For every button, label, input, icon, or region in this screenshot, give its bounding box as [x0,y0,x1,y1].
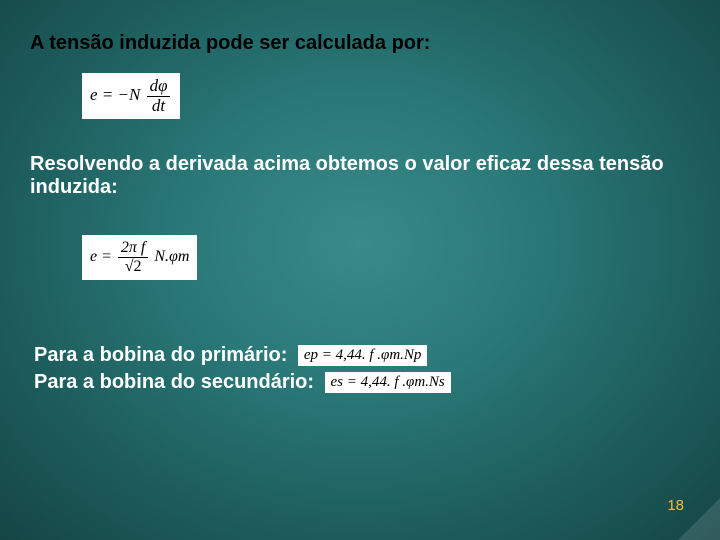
formula-1: e = −N dφ dt [82,73,180,119]
heading-2: Resolvendo a derivada acima obtemos o va… [30,153,690,199]
secondary-row: Para a bobina do secundário: es = 4,44. … [34,371,690,394]
formula-1-den: dt [147,97,171,116]
formula-1-fraction: dφ dt [147,77,171,115]
primary-row: Para a bobina do primário: ep = 4,44. f … [34,344,690,367]
formula-2: e = 2π f √2 N.φm [82,235,197,279]
formula-2-num: 2π f [118,239,148,258]
primary-formula: ep = 4,44. f .φm.Np [298,345,428,366]
section-3: Para a bobina do primário: ep = 4,44. f … [30,344,690,394]
formula-2-suffix: N.φm [154,248,189,265]
formula-1-num: dφ [147,77,171,97]
secondary-formula: es = 4,44. f .φm.Ns [325,372,451,393]
heading-1: A tensão induzida pode ser calculada por… [30,32,690,55]
formula-1-prefix: e = −N [90,85,140,104]
section-2: Resolvendo a derivada acima obtemos o va… [30,153,690,279]
section-1: A tensão induzida pode ser calculada por… [30,32,690,119]
slide-content: A tensão induzida pode ser calculada por… [0,0,720,394]
formula-2-prefix: e = [90,248,112,265]
formula-2-fraction: 2π f √2 [118,239,148,275]
formula-2-den: √2 [118,258,148,276]
corner-fold-icon [678,498,720,540]
secondary-label: Para a bobina do secundário: [34,371,314,394]
primary-label: Para a bobina do primário: [34,344,287,367]
